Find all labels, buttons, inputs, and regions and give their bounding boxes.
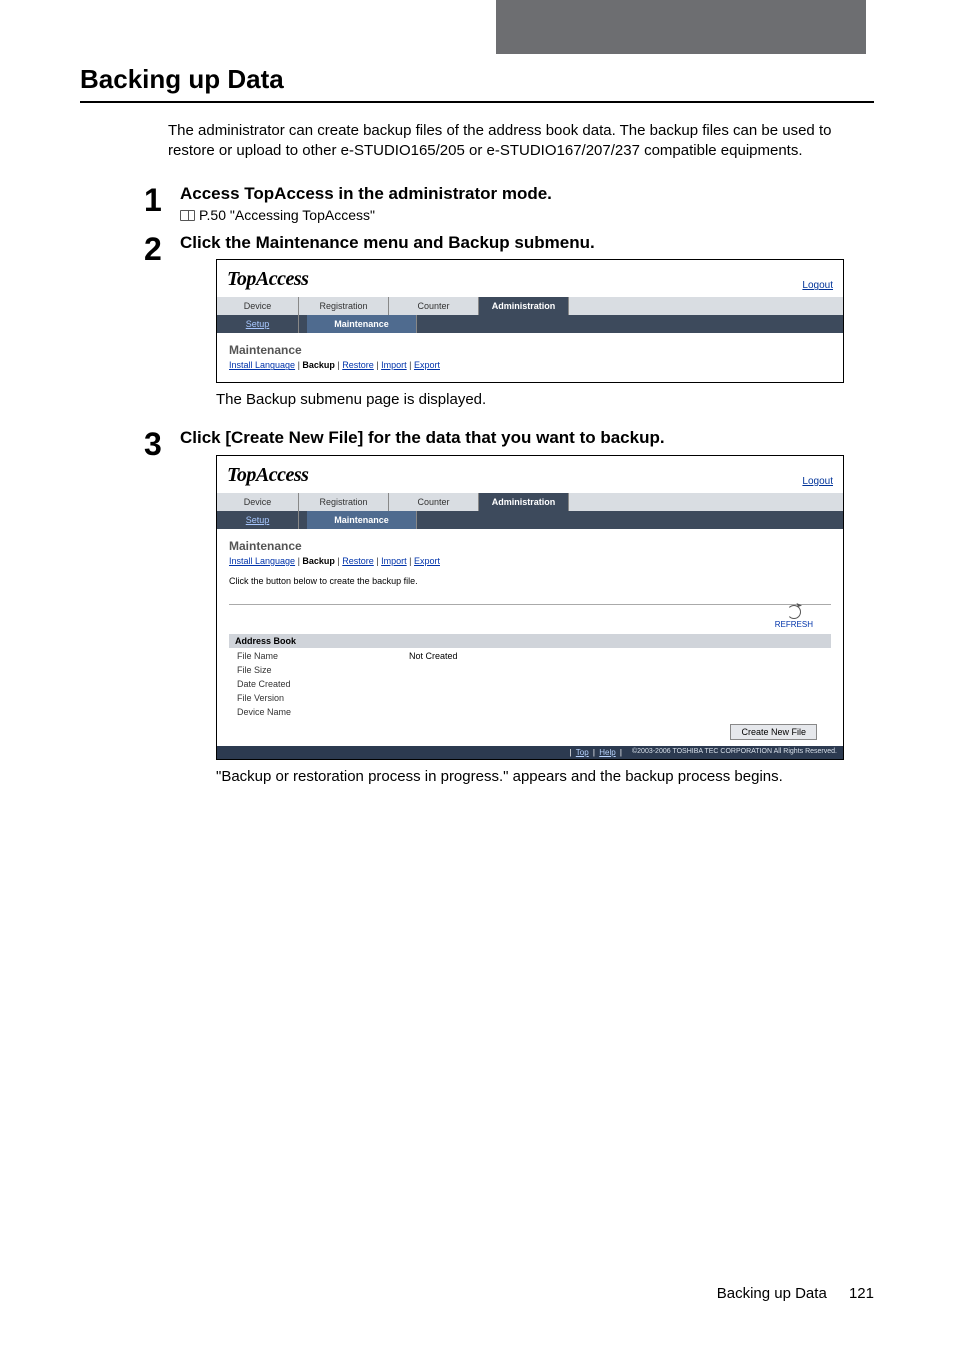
- address-book-header: Address Book: [229, 634, 831, 648]
- topaccess-logo: TopAccess: [227, 268, 308, 291]
- step-heading: Access TopAccess in the administrator mo…: [180, 184, 874, 204]
- footer-copyright: ©2003-2006 TOSHIBA TEC CORPORATION All R…: [632, 748, 837, 757]
- file-size-label: File Size: [231, 664, 401, 676]
- intro-paragraph: The administrator can create backup file…: [168, 121, 874, 162]
- tab-sep: [299, 511, 307, 529]
- tab-filler: [417, 315, 843, 333]
- table-row: Date Created: [231, 678, 829, 690]
- screenshot-footer: | Top | Help | ©2003-2006 TOSHIBA TEC CO…: [217, 746, 843, 759]
- tab-administration[interactable]: Administration: [479, 493, 569, 511]
- footer-page-number: 121: [849, 1285, 874, 1302]
- step-note: The Backup submenu page is displayed.: [216, 391, 874, 408]
- step-number: 2: [144, 233, 180, 418]
- refresh-icon: [787, 605, 801, 619]
- step-1: 1 Access TopAccess in the administrator …: [144, 184, 874, 223]
- step-heading: Click [Create New File] for the data tha…: [180, 428, 874, 448]
- sublink-import[interactable]: Import: [381, 360, 407, 370]
- table-row: File NameNot Created: [231, 650, 829, 662]
- step-note: "Backup or restoration process in progre…: [216, 768, 874, 785]
- sublink-export[interactable]: Export: [414, 556, 440, 566]
- tab-filler: [569, 297, 843, 315]
- tab-filler: [417, 511, 843, 529]
- sublink-export[interactable]: Export: [414, 360, 440, 370]
- file-name-label: File Name: [231, 650, 401, 662]
- sublink-backup-current: Backup: [302, 556, 335, 566]
- tab-maintenance[interactable]: Maintenance: [307, 315, 417, 333]
- tab-counter[interactable]: Counter: [389, 297, 479, 315]
- tab-row-secondary: Setup Maintenance: [217, 315, 843, 333]
- sublink-restore[interactable]: Restore: [342, 556, 374, 566]
- tab-device[interactable]: Device: [217, 297, 299, 315]
- tab-sep: [299, 315, 307, 333]
- device-name-label: Device Name: [231, 706, 401, 718]
- table-row: Device Name: [231, 706, 829, 718]
- maintenance-sublinks: Install Language | Backup | Restore | Im…: [229, 556, 831, 566]
- tab-registration[interactable]: Registration: [299, 493, 389, 511]
- maintenance-heading: Maintenance: [229, 343, 831, 357]
- step-number: 1: [144, 184, 180, 223]
- tab-setup[interactable]: Setup: [217, 315, 299, 333]
- file-name-value: Not Created: [403, 650, 829, 662]
- step-heading: Click the Maintenance menu and Backup su…: [180, 233, 874, 253]
- sublink-install-language[interactable]: Install Language: [229, 360, 295, 370]
- header-gray-bar: [496, 0, 866, 54]
- backup-instruction: Click the button below to create the bac…: [229, 576, 831, 586]
- file-version-label: File Version: [231, 692, 401, 704]
- tab-registration[interactable]: Registration: [299, 297, 389, 315]
- topaccess-logo: TopAccess: [227, 464, 308, 487]
- logout-link[interactable]: Logout: [802, 476, 833, 487]
- tab-device[interactable]: Device: [217, 493, 299, 511]
- section-title: Backing up Data: [80, 64, 874, 95]
- step-subref-text: P.50 "Accessing TopAccess": [199, 207, 375, 223]
- tab-row-primary: Device Registration Counter Administrati…: [217, 297, 843, 315]
- refresh-button[interactable]: REFRESH: [775, 605, 813, 629]
- step-2: 2 Click the Maintenance menu and Backup …: [144, 233, 874, 418]
- table-row: File Size: [231, 664, 829, 676]
- refresh-label: REFRESH: [775, 620, 813, 629]
- create-new-file-button[interactable]: Create New File: [730, 724, 817, 740]
- tab-maintenance[interactable]: Maintenance: [307, 511, 417, 529]
- sublink-import[interactable]: Import: [381, 556, 407, 566]
- section-rule: [80, 101, 874, 103]
- tab-counter[interactable]: Counter: [389, 493, 479, 511]
- footer-section-title: Backing up Data: [717, 1285, 827, 1302]
- maintenance-sublinks: Install Language | Backup | Restore | Im…: [229, 360, 831, 370]
- tab-setup[interactable]: Setup: [217, 511, 299, 529]
- footer-link-top[interactable]: Top: [576, 748, 589, 757]
- sublink-restore[interactable]: Restore: [342, 360, 374, 370]
- tab-filler: [569, 493, 843, 511]
- step-subref: P.50 "Accessing TopAccess": [180, 207, 874, 223]
- table-row: File Version: [231, 692, 829, 704]
- maintenance-heading: Maintenance: [229, 539, 831, 553]
- address-book-table: File NameNot Created File Size Date Crea…: [229, 648, 831, 720]
- screenshot-backup-page: TopAccess Logout Device Registration Cou…: [216, 455, 844, 760]
- tab-row-primary: Device Registration Counter Administrati…: [217, 493, 843, 511]
- footer-link-help[interactable]: Help: [599, 748, 615, 757]
- sublink-backup-current: Backup: [302, 360, 335, 370]
- logout-link[interactable]: Logout: [802, 280, 833, 291]
- date-created-label: Date Created: [231, 678, 401, 690]
- page-footer: Backing up Data 121: [717, 1285, 874, 1302]
- tab-administration[interactable]: Administration: [479, 297, 569, 315]
- book-icon: [180, 210, 195, 221]
- sublink-install-language[interactable]: Install Language: [229, 556, 295, 566]
- tab-row-secondary: Setup Maintenance: [217, 511, 843, 529]
- step-number: 3: [144, 428, 180, 794]
- step-3: 3 Click [Create New File] for the data t…: [144, 428, 874, 794]
- screenshot-maintenance-tabs: TopAccess Logout Device Registration Cou…: [216, 259, 844, 383]
